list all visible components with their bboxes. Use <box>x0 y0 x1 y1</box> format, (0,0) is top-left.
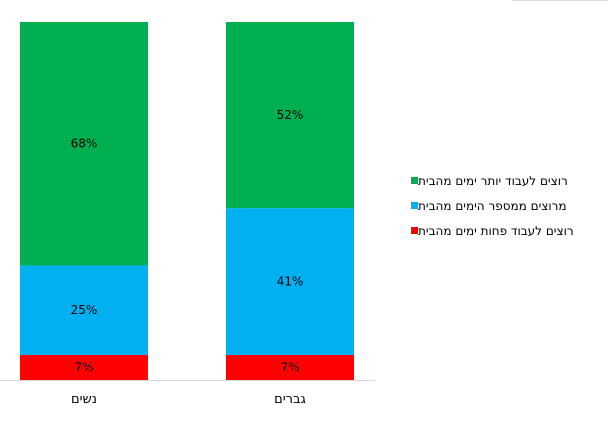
legend-label: מרוצים ממספר הימים מהבית <box>418 198 567 213</box>
legend-item-fewer-days: רוצים לעבוד פחות ימים מהבית <box>405 218 595 243</box>
bar-segment-0-1 <box>20 265 148 355</box>
data-label-0-0: 7% <box>74 360 93 374</box>
bar-segment-1-1 <box>226 208 354 355</box>
data-label-0-2: 68% <box>71 137 98 151</box>
chart-legend: רוצים לעבוד יותר ימים מהבית מרוצים ממספר… <box>405 168 595 243</box>
chart-border-fragment <box>512 0 608 1</box>
legend-label: רוצים לעבוד פחות ימים מהבית <box>418 223 574 238</box>
legend-swatch-blue <box>411 202 418 209</box>
data-label-1-0: 7% <box>280 360 299 374</box>
bar-segment-1-2 <box>226 22 354 209</box>
legend-item-more-days: רוצים לעבוד יותר ימים מהבית <box>405 168 595 193</box>
legend-swatch-red <box>411 227 418 234</box>
legend-label: רוצים לעבוד יותר ימים מהבית <box>418 173 568 188</box>
bar-segment-1-0 <box>226 354 354 380</box>
x-tick-label-1: גברים <box>274 392 306 407</box>
x-tick-label-0: נשים <box>71 392 97 407</box>
legend-item-satisfied: מרוצים ממספר הימים מהבית <box>405 193 595 218</box>
legend-swatch-green <box>411 177 418 184</box>
bar-segment-0-0 <box>20 354 148 380</box>
data-label-1-1: 41% <box>277 275 304 289</box>
data-label-1-2: 52% <box>277 108 304 122</box>
data-label-0-1: 25% <box>71 303 98 317</box>
bar-segment-0-2 <box>20 22 148 266</box>
